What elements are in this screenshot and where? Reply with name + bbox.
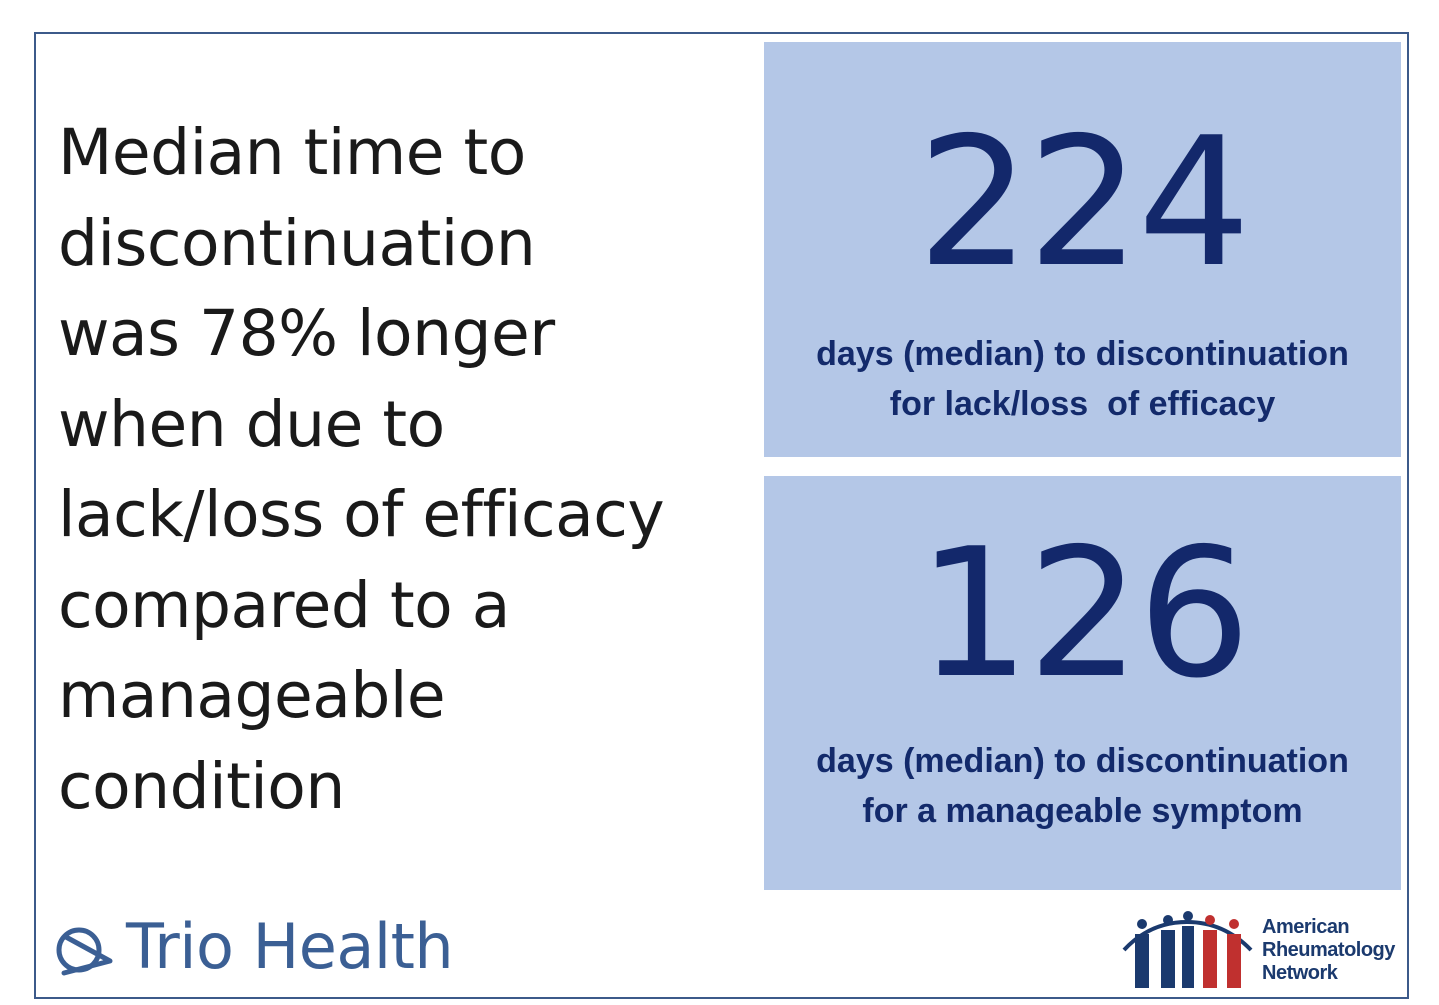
arn-wordmark-line: American — [1262, 916, 1350, 938]
trio-health-logo: Trio Health — [54, 910, 454, 983]
headline-line: when due to — [58, 387, 445, 461]
headline-line: was 78% longer — [58, 297, 555, 370]
arn-wordmark: American Rheumatology Network — [1262, 916, 1395, 985]
arn-figures-icon — [1122, 911, 1253, 988]
trio-health-wordmark: Trio Health — [126, 910, 454, 983]
headline-line: manageable — [58, 659, 446, 732]
arn-wordmark-line: Network — [1262, 962, 1338, 984]
headline-line: discontinuation — [58, 206, 536, 280]
stat-value: 224 — [917, 99, 1251, 306]
stat-caption-line: for lack/loss of efficacy — [889, 385, 1276, 423]
arn-wordmark-line: Rheumatology — [1262, 939, 1395, 961]
stat-caption-line: for a manageable symptom — [862, 792, 1303, 830]
headline-line: compared to a — [58, 568, 510, 642]
headline-line: lack/loss of efficacy — [58, 478, 665, 551]
stat-caption: days (median) to discontinuation for lac… — [764, 329, 1401, 429]
trio-health-mark-icon — [56, 927, 113, 976]
stat-caption-line: days (median) to discontinuation — [816, 335, 1349, 373]
headline: Median time to discontinuation was 78% l… — [58, 108, 748, 832]
stat-value: 126 — [917, 510, 1251, 717]
stat-caption: days (median) to discontinuation for a m… — [764, 736, 1401, 836]
headline-line: Median time to — [58, 116, 526, 189]
arn-logo: American Rheumatology Network — [1120, 908, 1405, 993]
stat-caption-line: days (median) to discontinuation — [816, 742, 1349, 780]
stat-box-manageable: 126 days (median) to discontinuation for… — [764, 476, 1401, 890]
stat-box-efficacy: 224 days (median) to discontinuation for… — [764, 42, 1401, 457]
headline-line: condition — [58, 749, 345, 823]
